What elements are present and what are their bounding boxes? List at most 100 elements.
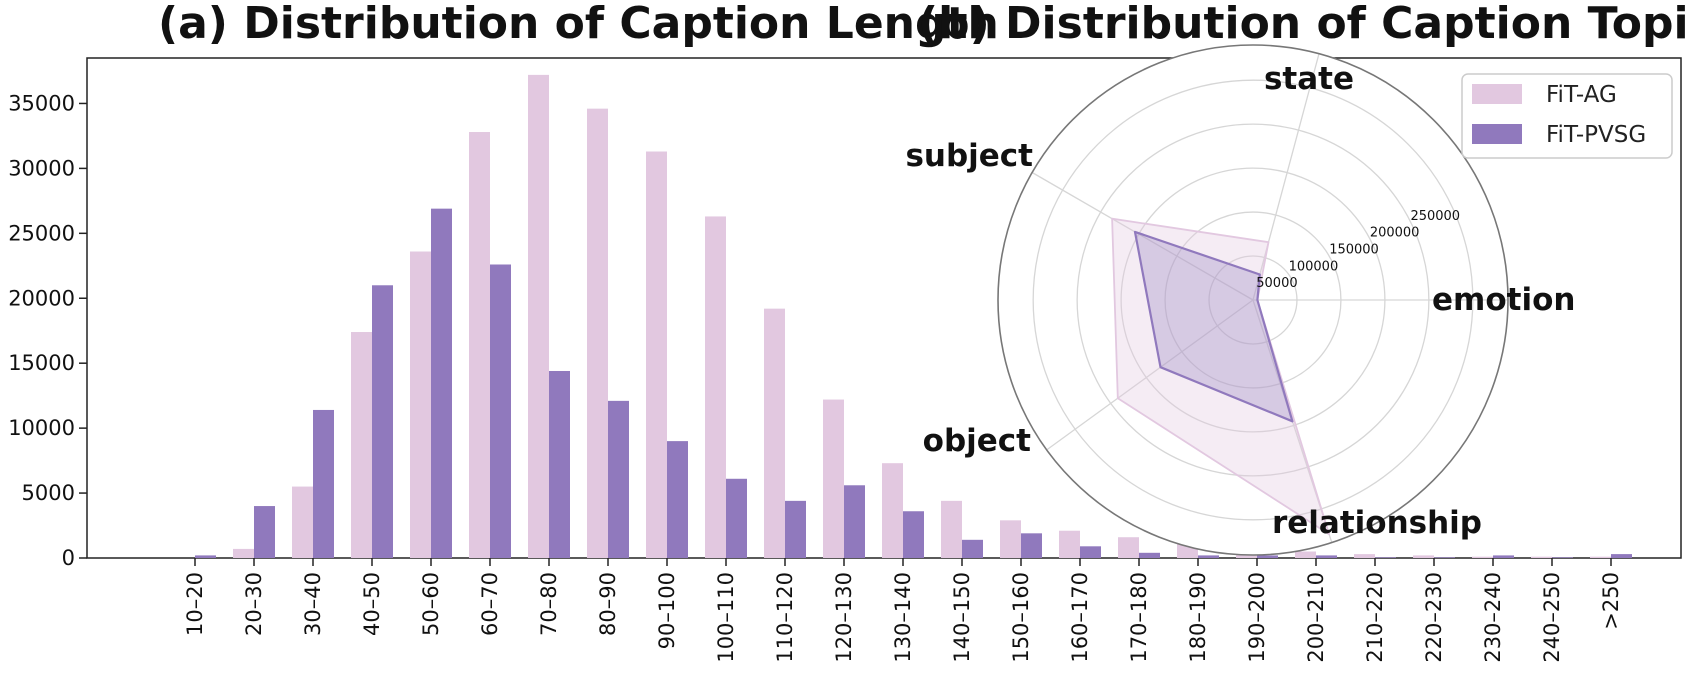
bar-fit-ag-15 (1059, 530, 1080, 558)
legend: FiT-AG FiT-PVSG (1461, 73, 1673, 159)
bar-fit-pvsg-19 (1316, 555, 1337, 558)
bar-fit-pvsg-0 (195, 555, 216, 558)
bar-fit-pvsg-18 (1257, 555, 1278, 558)
bar-fit-pvsg-24 (1611, 554, 1632, 558)
x-tick-label: 70–80 (537, 572, 561, 636)
bar-fit-pvsg-10 (785, 500, 806, 558)
bar-fit-ag-23 (1531, 556, 1552, 558)
bar-fit-ag-11 (823, 399, 844, 558)
x-tick-label: 110–120 (773, 572, 797, 663)
bar-fit-pvsg-6 (549, 370, 570, 558)
radar-category-label-state: state (1264, 61, 1354, 97)
bar-fit-ag-22 (1472, 556, 1493, 558)
bar-fit-ag-14 (1000, 520, 1021, 558)
bar-fit-ag-10 (764, 308, 785, 558)
radar-category-label-emotion: emotion (1432, 282, 1575, 318)
bar-fit-pvsg-1 (254, 506, 275, 558)
radar-chart: emotion state subject object relationship 500… (905, 44, 1575, 556)
bar-fit-pvsg-2 (313, 409, 334, 558)
bar-fit-ag-2 (292, 486, 313, 558)
x-tick-label: 120–130 (832, 572, 856, 663)
bar-fit-pvsg-23 (1552, 557, 1573, 558)
x-tick-label: 240–250 (1540, 572, 1564, 663)
legend-label-fit-pvsg: FiT-PVSG (1546, 122, 1646, 148)
bar-fit-ag-6 (528, 74, 549, 558)
x-tick-label: >250 (1599, 572, 1623, 630)
bar-chart-title: (a) Distribution of Caption Length (158, 0, 999, 49)
x-tick-label: 140–150 (950, 572, 974, 663)
x-tick-label: 130–140 (891, 572, 915, 663)
radar-spoke (1031, 171, 1254, 301)
radar-r-tick-label: 200000 (1370, 226, 1420, 241)
legend-label-fit-ag: FiT-AG (1546, 82, 1617, 108)
bar-chart: 0 5000 10000 15000 20000 25000 30000 35000 10–2… (8, 57, 1682, 663)
radar-category-label-object: object (923, 423, 1032, 459)
bar-fit-pvsg-16 (1139, 552, 1160, 558)
bar-fit-ag-1 (233, 548, 254, 558)
bar-fit-pvsg-15 (1080, 546, 1101, 558)
bar-fit-pvsg-7 (608, 400, 629, 558)
y-axis: 0 5000 10000 15000 20000 25000 30000 35000 (8, 91, 87, 570)
bar-fit-ag-24 (1590, 556, 1611, 558)
y-tick-label: 25000 (8, 221, 75, 245)
bar-fit-ag-19 (1295, 551, 1316, 558)
x-tick-label: 200–210 (1304, 572, 1328, 663)
bar-fit-ag-3 (351, 332, 372, 558)
x-tick-label: 190–200 (1245, 572, 1269, 663)
x-tick-label: 180–190 (1186, 572, 1210, 663)
bar-fit-ag-9 (705, 216, 726, 558)
legend-swatch-fit-ag (1472, 84, 1522, 104)
radar-r-tick-label: 250000 (1410, 209, 1460, 224)
y-tick-label: 20000 (8, 286, 75, 310)
bar-fit-pvsg-13 (962, 539, 983, 558)
x-tick-label: 30–40 (301, 572, 325, 636)
legend-swatch-fit-pvsg (1472, 124, 1522, 144)
x-tick-label: 50–60 (419, 572, 443, 636)
bar-fit-pvsg-21 (1434, 557, 1455, 558)
bar-fit-ag-4 (410, 251, 431, 558)
x-tick-label: 170–180 (1127, 572, 1151, 663)
x-tick-label: 230–240 (1481, 572, 1505, 663)
bar-fit-ag-12 (882, 463, 903, 558)
y-tick-label: 30000 (8, 156, 75, 180)
bar-fit-pvsg-3 (372, 285, 393, 558)
x-tick-label: 160–170 (1068, 572, 1092, 663)
x-tick-label: 10–20 (183, 572, 207, 636)
bar-fit-ag-20 (1354, 554, 1375, 558)
radar-polygon-fit-ag (1111, 217, 1330, 536)
bars (195, 74, 1632, 558)
x-tick-label: 150–160 (1009, 572, 1033, 663)
radar-r-tick-label: 50000 (1256, 276, 1297, 291)
x-tick-label: 220–230 (1422, 572, 1446, 663)
radar-r-tick-label: 150000 (1329, 243, 1379, 258)
bar-fit-ag-21 (1413, 555, 1434, 558)
x-tick-label: 90–100 (655, 572, 679, 649)
bar-fit-pvsg-17 (1198, 555, 1219, 558)
bar-fit-pvsg-11 (844, 485, 865, 558)
bar-fit-pvsg-12 (903, 511, 924, 558)
bar-fit-pvsg-4 (431, 208, 452, 558)
y-tick-label: 5000 (22, 481, 75, 505)
radar-polygon-fit-pvsg (1133, 230, 1294, 423)
bar-fit-pvsg-5 (490, 264, 511, 558)
y-tick-label: 0 (62, 546, 75, 570)
x-tick-label: 60–70 (478, 572, 502, 636)
bar-fit-pvsg-20 (1375, 557, 1396, 558)
radar-outer-ring (997, 44, 1509, 556)
bar-fit-ag-5 (469, 132, 490, 558)
bar-fit-ag-13 (941, 500, 962, 558)
x-tick-label: 80–90 (596, 572, 620, 636)
radar-chart-title: (b) Distribution of Caption Topic (918, 0, 1689, 49)
x-axis: 10–20 20–30 30–40 40–50 50–60 60–70 70–80 80–90… (183, 558, 1623, 663)
y-tick-label: 15000 (8, 351, 75, 375)
x-tick-label: 40–50 (360, 572, 384, 636)
bar-fit-pvsg-8 (667, 441, 688, 558)
radar-category-label-subject: subject (905, 138, 1033, 174)
bar-fit-ag-8 (646, 151, 667, 558)
radar-r-tick-label: 100000 (1289, 259, 1339, 274)
y-tick-label: 35000 (8, 91, 75, 115)
bar-fit-pvsg-14 (1021, 533, 1042, 558)
radar-spoke (1252, 53, 1320, 301)
x-tick-label: 20–30 (242, 572, 266, 636)
